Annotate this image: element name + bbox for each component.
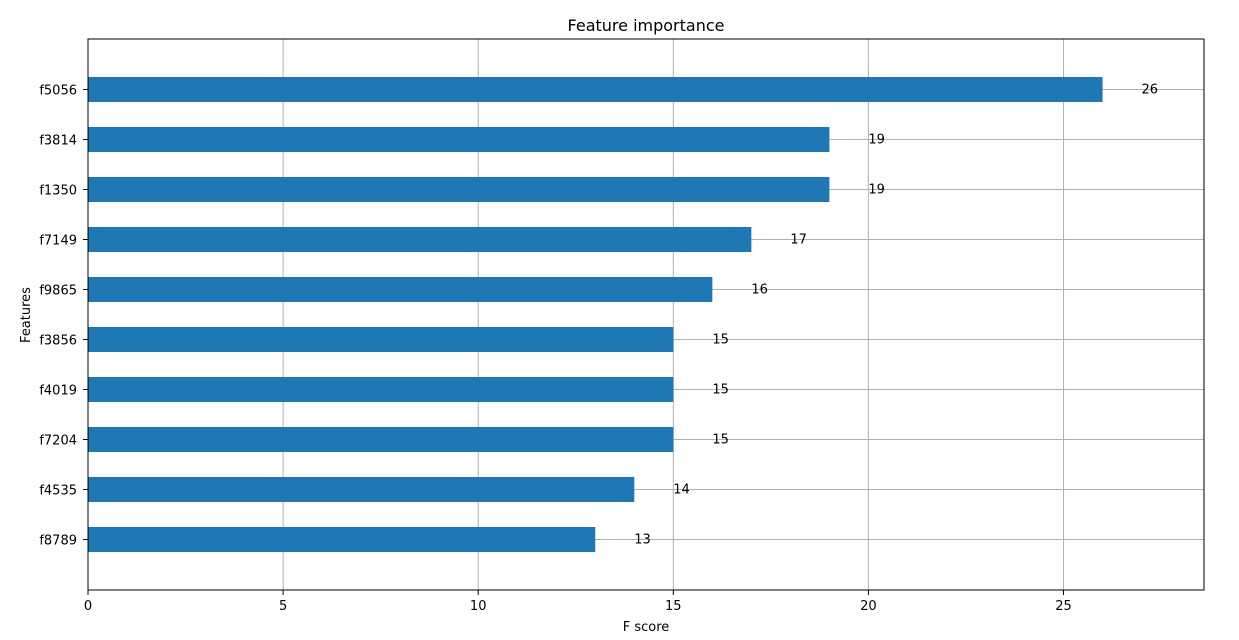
y-tick-label: f5056 bbox=[39, 84, 77, 99]
x-axis-ticks: 0 5 10 15 20 25 bbox=[84, 590, 1072, 614]
bar-value-label: 26 bbox=[1142, 83, 1159, 98]
x-tick-label: 20 bbox=[860, 599, 877, 614]
x-tick-label: 10 bbox=[470, 599, 487, 614]
bar bbox=[88, 427, 674, 452]
bars-layer bbox=[88, 77, 1103, 552]
chart-title: Feature importance bbox=[568, 16, 725, 35]
bar bbox=[88, 227, 752, 252]
y-tick-label: f1350 bbox=[39, 184, 77, 199]
x-tick-label: 15 bbox=[665, 599, 682, 614]
y-tick-label: f3814 bbox=[39, 134, 77, 149]
grid-layer bbox=[87, 39, 1204, 590]
bar bbox=[88, 277, 713, 302]
plot-frame bbox=[87, 38, 1205, 591]
bar-value-label: 17 bbox=[790, 233, 807, 248]
y-tick-label: f9865 bbox=[39, 284, 77, 299]
bar bbox=[88, 327, 674, 352]
bar-value-label: 15 bbox=[712, 383, 729, 398]
x-tick-label: 5 bbox=[279, 599, 287, 614]
y-tick-label: f4019 bbox=[39, 384, 77, 399]
y-axis-ticks: f5056 f3814 f1350 f7149 f9865 f3856 f4019 f7204… bbox=[39, 84, 88, 549]
y-tick-label: f3856 bbox=[39, 334, 77, 349]
bar bbox=[88, 177, 830, 202]
bar-value-label: 14 bbox=[673, 483, 690, 498]
bar-value-label: 15 bbox=[712, 433, 729, 448]
bar bbox=[88, 127, 830, 152]
bar bbox=[88, 477, 635, 502]
labels-layer: 26 19 19 17 16 15 15 15 14 13 bbox=[634, 83, 1158, 548]
bar bbox=[88, 377, 674, 402]
y-tick-label: f4535 bbox=[39, 484, 77, 499]
y-tick-label: f8789 bbox=[39, 534, 77, 549]
bar-value-label: 15 bbox=[712, 333, 729, 348]
x-tick-label: 0 bbox=[84, 599, 92, 614]
x-tick-label: 25 bbox=[1055, 599, 1072, 614]
bar-value-label: 19 bbox=[868, 183, 885, 198]
bar-value-label: 13 bbox=[634, 533, 651, 548]
bar bbox=[88, 527, 596, 552]
bar-value-label: 16 bbox=[751, 283, 768, 298]
x-axis-label: F score bbox=[623, 620, 670, 635]
bar-value-label: 19 bbox=[868, 133, 885, 148]
y-tick-label: f7149 bbox=[39, 234, 77, 249]
bar bbox=[88, 77, 1103, 102]
y-tick-label: f7204 bbox=[39, 434, 77, 449]
y-axis-label: Features bbox=[19, 287, 34, 343]
